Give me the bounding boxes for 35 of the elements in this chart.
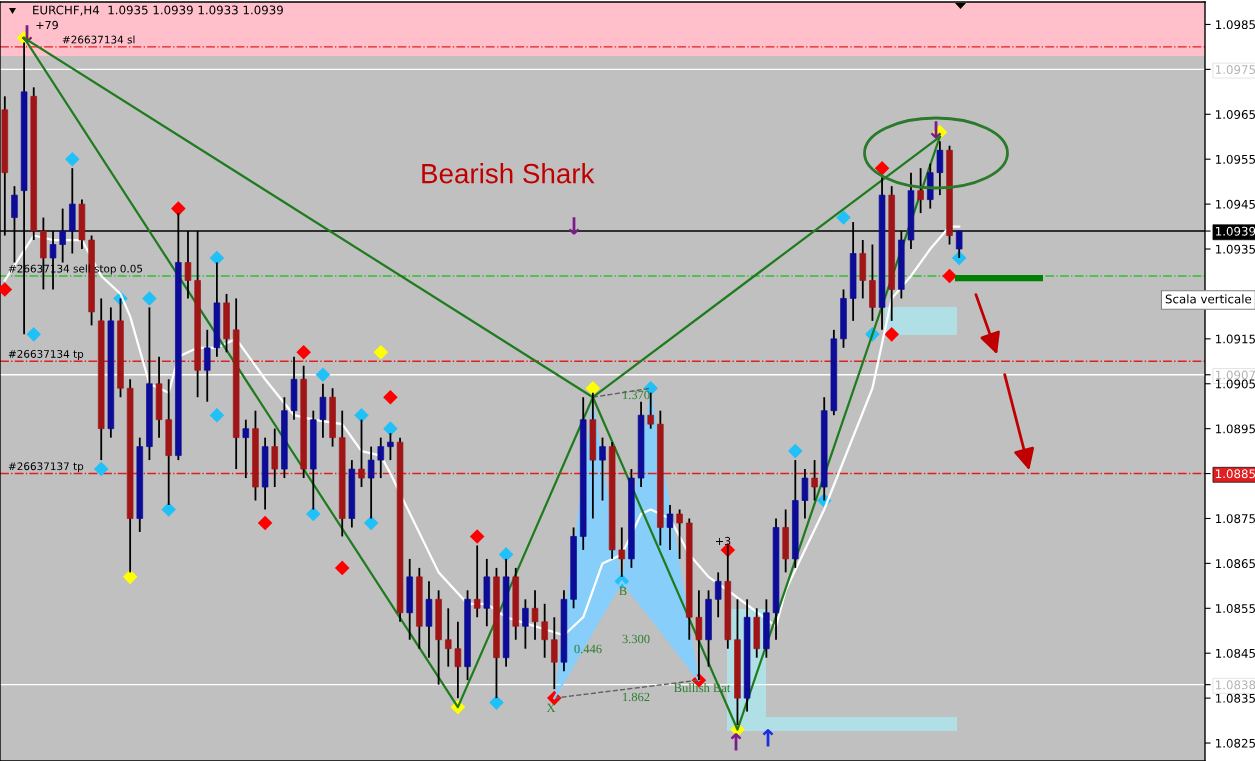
text: Bearish Shark bbox=[422, 163, 595, 184]
annotation: 1.370 bbox=[623, 390, 650, 400]
y-tick-label: 1.0945 bbox=[1216, 199, 1255, 209]
ref-line-label: #26637134 sl bbox=[62, 35, 135, 44]
y-tick-label: 1.0855 bbox=[1216, 604, 1255, 613]
y-tick-label: 1.0939 bbox=[1216, 226, 1255, 236]
y-tick-label: 1.0915 bbox=[1216, 334, 1255, 344]
y-tick-label: 1.0965 bbox=[1216, 110, 1255, 119]
annotation: 0.446 bbox=[574, 644, 602, 654]
y-tick-label: 1.0885 bbox=[1216, 469, 1255, 479]
annotation: Scala verticale bbox=[1165, 294, 1252, 304]
annotation: +3 bbox=[715, 536, 731, 546]
y-tick-label: 1.0825 bbox=[1216, 738, 1255, 748]
annotation: X bbox=[546, 703, 556, 713]
chart-title: EURCHF,H4 1.0935 1.0939 1.0933 1.0939 bbox=[33, 5, 283, 16]
annotation: 1.862 bbox=[623, 692, 650, 702]
y-tick-label: 1.0907 bbox=[1216, 370, 1255, 380]
y-tick-label: 1.0975 bbox=[1216, 65, 1255, 75]
annotation: +79 bbox=[36, 20, 58, 30]
annotation: ↑ bbox=[762, 729, 774, 747]
y-tick-label: 1.0835 bbox=[1216, 693, 1255, 703]
ref-line-label: #26637137 tp bbox=[8, 462, 84, 473]
annotation: B bbox=[619, 586, 627, 596]
y-tick-label: 1.0985 bbox=[1216, 20, 1255, 30]
annotation: ↑ bbox=[730, 733, 742, 751]
y-tick-label: 1.0895 bbox=[1216, 424, 1255, 434]
y-tick-label: 1.0875 bbox=[1216, 514, 1255, 524]
y-tick-label: 1.0838 bbox=[1216, 680, 1255, 690]
y-tick-label: 1.0865 bbox=[1216, 559, 1255, 569]
y-tick-label: 1.0935 bbox=[1216, 244, 1255, 254]
y-tick-label: 1.0845 bbox=[1216, 648, 1255, 658]
ref-line-label: #26637134 tp bbox=[8, 350, 84, 360]
y-tick-label: 1.0955 bbox=[1216, 154, 1255, 164]
annotation: 3.300 bbox=[622, 634, 650, 644]
y-tick-label: 1.0905 bbox=[1216, 379, 1255, 389]
